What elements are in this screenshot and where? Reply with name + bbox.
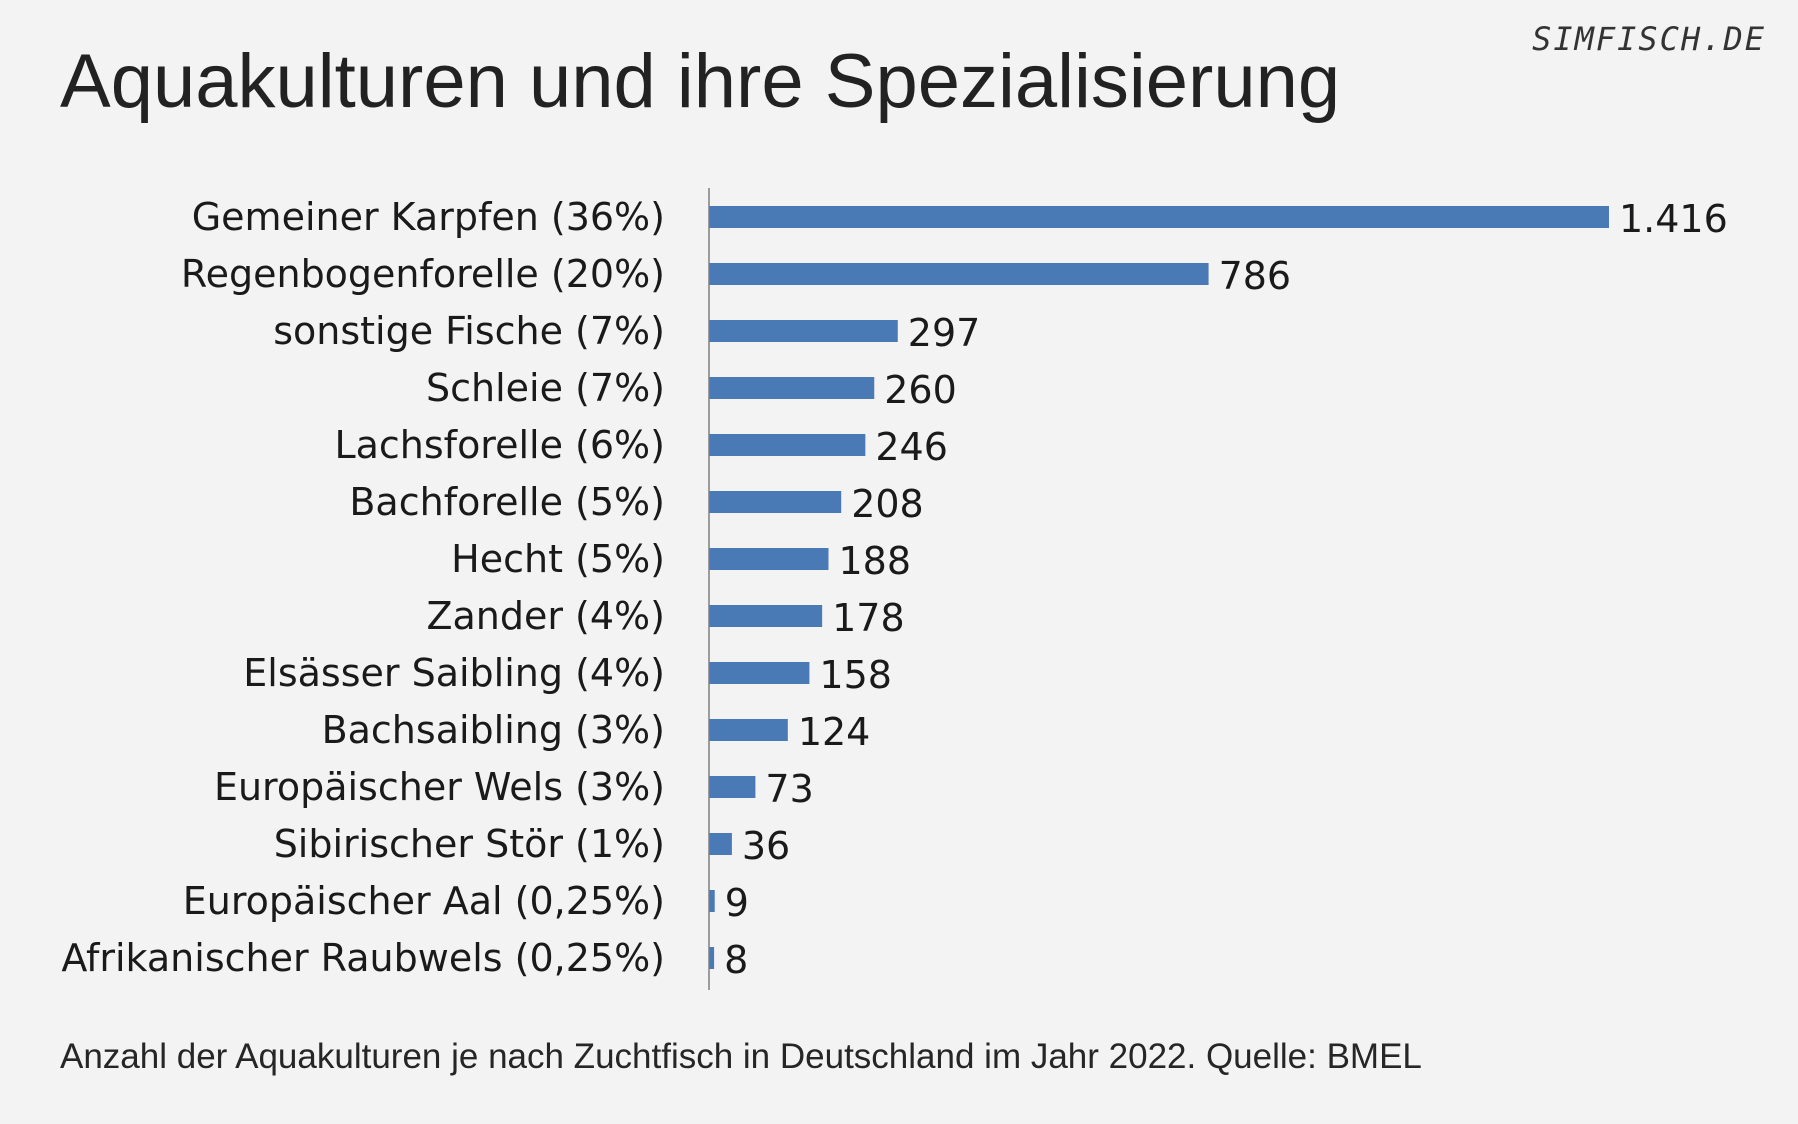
category-label: Lachsforelle (6%) bbox=[334, 423, 665, 467]
category-label: Schleie (7%) bbox=[426, 366, 665, 410]
value-label: 208 bbox=[851, 482, 924, 526]
bar bbox=[709, 833, 732, 855]
category-label: Elsässer Saibling (4%) bbox=[243, 651, 665, 695]
bar bbox=[709, 434, 866, 456]
category-label: Zander (4%) bbox=[426, 594, 665, 638]
value-label: 73 bbox=[765, 767, 813, 811]
value-label: 178 bbox=[832, 596, 905, 640]
category-label: Regenbogenforelle (20%) bbox=[181, 252, 665, 296]
category-label: Bachsaibling (3%) bbox=[322, 708, 665, 752]
bar bbox=[709, 605, 823, 627]
value-label: 297 bbox=[908, 311, 981, 355]
value-label: 786 bbox=[1219, 254, 1292, 298]
bar bbox=[709, 548, 829, 570]
category-label: Afrikanischer Raubwels (0,25%) bbox=[61, 936, 665, 980]
value-label: 9 bbox=[725, 881, 749, 925]
bar bbox=[709, 206, 1609, 228]
value-label: 188 bbox=[838, 539, 911, 583]
bar bbox=[709, 947, 715, 969]
bar bbox=[709, 776, 756, 798]
bar bbox=[709, 662, 810, 684]
bar bbox=[709, 377, 875, 399]
chart-footnote: Anzahl der Aquakulturen je nach Zuchtfis… bbox=[60, 1037, 1422, 1076]
value-label: 260 bbox=[884, 368, 957, 412]
value-label: 36 bbox=[742, 824, 790, 868]
bar bbox=[709, 263, 1209, 285]
bar bbox=[709, 719, 788, 741]
value-label: 1.416 bbox=[1619, 197, 1728, 241]
category-label: Gemeiner Karpfen (36%) bbox=[192, 195, 665, 239]
value-label: 8 bbox=[724, 938, 748, 982]
bar bbox=[709, 320, 898, 342]
bar bbox=[709, 890, 715, 912]
bar bbox=[709, 491, 842, 513]
category-label: Europäischer Wels (3%) bbox=[214, 765, 665, 809]
category-label: Bachforelle (5%) bbox=[349, 480, 665, 524]
value-label: 124 bbox=[798, 710, 871, 754]
bars-layer: Gemeiner Karpfen (36%) 1.416 Regenbogenfor… bbox=[61, 195, 1727, 982]
chart-title: Aquakulturen und ihre Spezialisierung bbox=[60, 39, 1341, 124]
value-label: 158 bbox=[819, 653, 892, 697]
brand-watermark: SIMFISCH.DE bbox=[1532, 20, 1766, 58]
category-label: Europäischer Aal (0,25%) bbox=[183, 879, 665, 923]
value-label: 246 bbox=[875, 425, 948, 469]
category-label: Hecht (5%) bbox=[451, 537, 665, 581]
category-label: sonstige Fische (7%) bbox=[273, 309, 665, 353]
category-label: Sibirischer Stör (1%) bbox=[274, 822, 665, 866]
